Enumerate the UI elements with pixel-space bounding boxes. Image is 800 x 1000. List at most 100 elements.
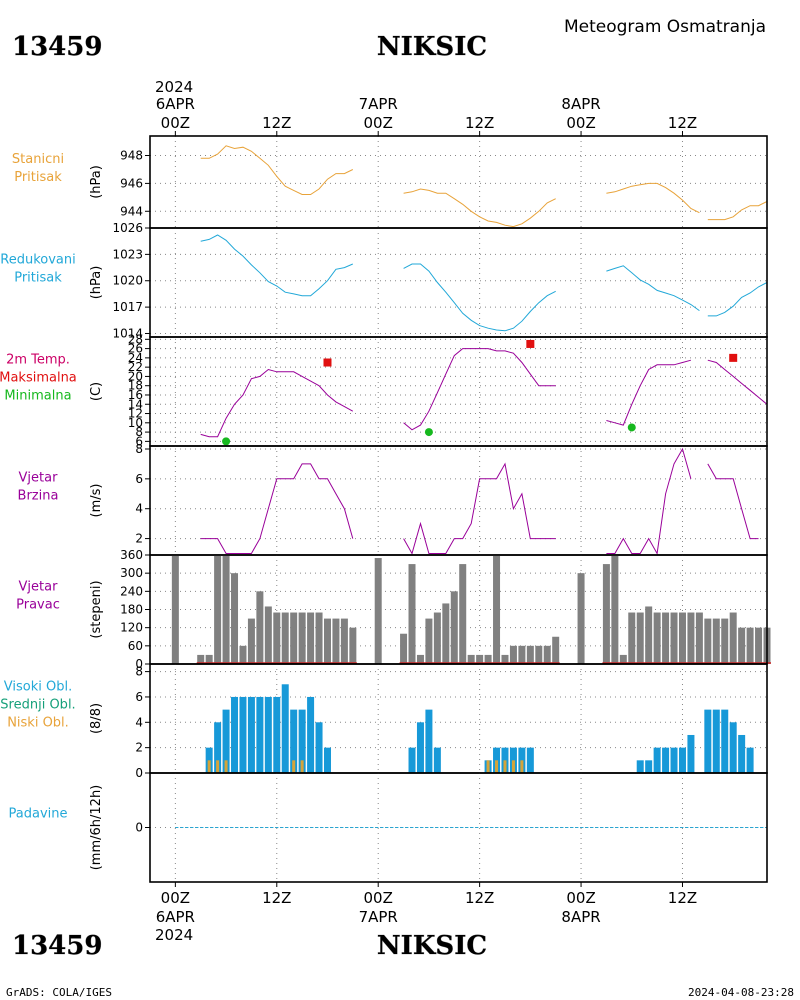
series-line-vjetar_brzina-0 (200, 447, 759, 556)
wind-direction-bar (433, 612, 441, 664)
bottom-time-label: 12Z (262, 889, 291, 907)
wind-direction-bar (619, 654, 627, 664)
high-cloud-bar (323, 747, 331, 773)
high-cloud-bar (712, 709, 720, 773)
y-tick-label: 120 (120, 621, 143, 635)
high-cloud-bar (662, 747, 670, 773)
panel-label: Brzina (18, 489, 59, 504)
high-cloud-bar (738, 734, 746, 773)
unit-label: (mm/6h/12h) (89, 785, 104, 871)
wind-direction-bar (704, 618, 712, 664)
y-tick-label: 1020 (112, 274, 143, 288)
high-cloud-bar (247, 696, 255, 773)
y-tick-label: 24 (128, 351, 143, 365)
wind-direction-bar (425, 618, 433, 664)
panel-label: Minimalna (4, 389, 71, 404)
y-tick-label: 2 (135, 741, 143, 755)
y-tick-label: 360 (120, 548, 143, 562)
wind-direction-bar (611, 555, 619, 664)
high-cloud-bar (653, 747, 661, 773)
high-cloud-bar (704, 709, 712, 773)
bottom-time-label: 12Z (668, 889, 697, 907)
high-cloud-bar (231, 696, 239, 773)
wind-direction-bar (281, 612, 289, 664)
bottom-time-label: 00Z (364, 889, 393, 907)
low-cloud-bar (511, 760, 515, 773)
low-cloud-bar (503, 760, 507, 773)
panel-frame (149, 772, 768, 883)
high-cloud-bar (307, 696, 315, 773)
y-tick-label: 946 (120, 176, 143, 190)
bottom-time-label: 00Z (566, 889, 595, 907)
y-tick-label: 1026 (112, 221, 143, 235)
panel-vjetar_pravac: 0 60 120 180 240 300 360 (stepeni) Vjetar Pravac (16, 548, 771, 671)
wind-direction-bar (197, 654, 205, 664)
wind-direction-bar (518, 645, 526, 664)
unit-label: (hPa) (89, 266, 104, 300)
footer-credit: GrADS: COLA/IGES (6, 986, 112, 999)
y-tick-label: 26 (128, 342, 143, 356)
max-temp-marker (729, 353, 738, 362)
bottom-year-label: 2024 (155, 926, 193, 944)
wind-direction-bar (721, 618, 729, 664)
unit-label: (hPa) (89, 165, 104, 199)
y-tick-label: 948 (120, 149, 143, 163)
low-cloud-bar (292, 760, 296, 773)
high-cloud-bar (425, 709, 433, 773)
panel-label: Srednji Obl. (0, 698, 75, 713)
y-tick-label: 8 (135, 442, 143, 456)
station-id-top: 13459 (12, 32, 102, 62)
wind-direction-bar (670, 612, 678, 664)
high-cloud-bar (746, 747, 754, 773)
wind-direction-bar (543, 645, 551, 664)
low-cloud-bar (207, 760, 211, 773)
high-cloud-bar (315, 722, 323, 773)
meteogram-title: Meteogram Osmatranja (564, 17, 766, 37)
y-tick-label: 4 (135, 502, 143, 516)
high-cloud-bar (290, 709, 298, 773)
wind-direction-bar (552, 636, 560, 664)
wind-direction-bar (535, 645, 543, 664)
unit-label: (stepeni) (89, 580, 104, 638)
wind-direction-bar (577, 573, 585, 664)
top-date-label: 6APR (156, 95, 195, 113)
panel-label: Pritisak (14, 170, 62, 185)
high-cloud-bar (281, 684, 289, 773)
wind-direction-bar (746, 627, 754, 664)
y-tick-label: 300 (120, 566, 143, 580)
wind-direction-bar (214, 555, 222, 664)
low-cloud-bar (495, 760, 499, 773)
y-tick-label: 1017 (112, 300, 143, 314)
wind-direction-bar (416, 654, 424, 664)
top-time-label: 12Z (668, 114, 697, 132)
high-cloud-bar (264, 696, 272, 773)
wind-direction-bar (662, 612, 670, 664)
wind-direction-bar (695, 612, 703, 664)
wind-direction-bar (526, 645, 534, 664)
wind-direction-bar (256, 591, 264, 664)
wind-direction-bar (484, 654, 492, 664)
time-axis-labels: 00Z00Z6APR6APR12Z12Z00Z00Z7APR7APR12Z12Z… (156, 95, 697, 926)
top-time-label: 12Z (262, 114, 291, 132)
high-cloud-bar (670, 747, 678, 773)
panels-group: 944946948(hPa)StanicniPritisak1014101710… (0, 135, 771, 883)
min-temp-marker (627, 423, 636, 432)
wind-direction-bar (678, 612, 686, 664)
wind-direction-bar (349, 627, 357, 664)
wind-direction-bar (332, 618, 340, 664)
y-tick-label: 28 (128, 332, 143, 346)
panel-label: Stanicni (12, 152, 64, 167)
wind-direction-bar (459, 564, 467, 664)
panel-label: Niski Obl. (7, 716, 69, 731)
y-tick-label: 20 (128, 369, 143, 383)
y-tick-label: 10 (128, 416, 143, 430)
wind-direction-bar (442, 603, 450, 664)
high-cloud-bar (636, 760, 644, 773)
max-temp-marker (526, 339, 535, 348)
high-cloud-bar (433, 747, 441, 773)
wind-direction-bar (687, 612, 695, 664)
y-tick-label: 2 (135, 532, 143, 546)
panel-padavine: 0 (mm/6h/12h) Padavine (9, 772, 768, 883)
high-cloud-bar (298, 709, 306, 773)
